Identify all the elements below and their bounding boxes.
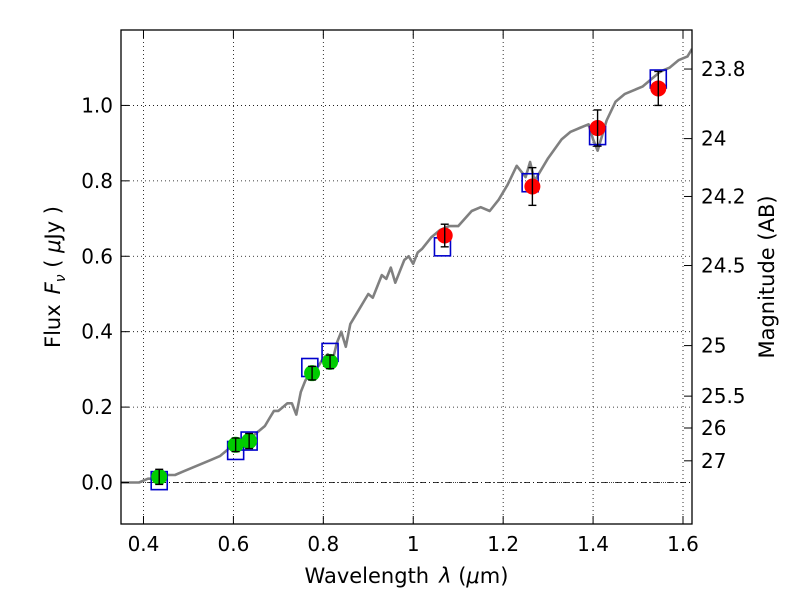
magnitude-tick-label: 24.2 [701, 184, 746, 208]
axis-ticks: 0.4 0.6 0.8 1 1.2 1.4 1.6 0.0 0.2 0.4 0.6 0.8 1.0 23.… [81, 30, 746, 556]
y-tick-label: 1.0 [81, 93, 113, 117]
y-tick-label: 0.6 [81, 244, 113, 268]
plot-frame [120, 29, 693, 525]
magnitude-tick-label: 23.8 [701, 57, 746, 81]
x-axis-label-unit-mu: μ [465, 564, 479, 588]
magnitude-tick-label: 24.5 [701, 254, 746, 278]
x-axis-label-unit-open: ( [452, 564, 467, 588]
y-axis-label-unit-mu: μ [41, 240, 65, 254]
y-tick-label: 0.4 [81, 320, 113, 344]
x-tick-label: 1.2 [487, 532, 519, 556]
y-tick-label: 0.2 [81, 395, 113, 419]
y-axis-label-unit-rest: Jy ) [41, 206, 65, 242]
magnitude-tick-label: 25 [701, 334, 726, 358]
x-tick-label: 0.4 [128, 532, 160, 556]
y-tick-label: 0.8 [81, 169, 113, 193]
x-axis-label-symbol: λ [438, 564, 451, 588]
x-axis-label: Wavelength λ (μm) [305, 564, 509, 588]
right-axis-label: Magnitude (AB) [755, 195, 779, 358]
x-axis-label-unit-rest: m) [480, 564, 509, 588]
y-axis-label-unit-open: ( [41, 253, 65, 275]
magnitude-tick-label: 26 [701, 416, 726, 440]
y-tick-label: 0.0 [81, 471, 113, 495]
y-axis-label: Flux Fν ( μJy ) [41, 206, 69, 348]
y-axis-label-subscript: ν [53, 274, 69, 282]
x-tick-label: 1.6 [667, 532, 699, 556]
plot-area [121, 48, 692, 491]
magnitude-tick-label: 27 [701, 449, 726, 473]
x-tick-label: 0.6 [217, 532, 249, 556]
y-axis-label-symbol: F [41, 281, 65, 294]
x-tick-label: 0.8 [307, 532, 339, 556]
x-tick-label: 1 [407, 532, 420, 556]
x-axis-label-text: Wavelength [305, 564, 430, 588]
x-tick-label: 1.4 [577, 532, 609, 556]
grid-lines [121, 30, 692, 524]
y-axis-label-text: Flux [41, 304, 65, 348]
magnitude-tick-label: 24 [701, 127, 726, 151]
magnitude-tick-label: 25.5 [701, 384, 746, 408]
model-spectrum-line [121, 48, 692, 484]
photometry-points [150, 69, 668, 491]
